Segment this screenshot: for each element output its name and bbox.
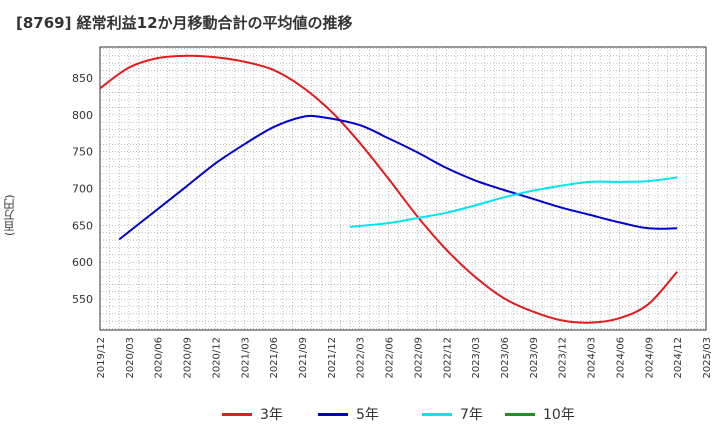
y-tick-label: 750	[72, 146, 93, 159]
y-tick-label: 600	[72, 256, 93, 269]
legend-swatch	[318, 412, 348, 416]
x-tick-label: 2023/06	[500, 337, 511, 379]
legend-label: 10年	[543, 407, 575, 423]
x-tick-label: 2024/12	[673, 337, 684, 379]
x-tick-label: 2023/12	[558, 337, 569, 379]
y-tick-label: 550	[72, 293, 93, 306]
legend-label: 7年	[460, 407, 483, 423]
legend-swatch	[422, 412, 452, 416]
x-tick-label: 2020/06	[154, 337, 165, 379]
y-tick-label: 800	[72, 109, 93, 122]
x-tick-label: 2024/06	[615, 337, 626, 379]
legend-item: 5年	[318, 402, 379, 426]
legend-label: 3年	[260, 407, 283, 423]
x-tick-label: 2021/09	[298, 337, 309, 379]
x-tick-label: 2023/09	[529, 337, 540, 379]
legend-swatch	[222, 412, 252, 416]
x-tick-label: 2024/09	[644, 337, 655, 379]
x-tick-label: 2025/03	[702, 337, 713, 379]
x-tick-label: 2021/12	[327, 337, 338, 379]
legend-item: 7年	[422, 402, 483, 426]
x-tick-label: 2024/03	[587, 337, 598, 379]
x-tick-label: 2022/06	[385, 337, 396, 379]
series-lines	[99, 54, 678, 324]
x-tick-label: 2022/03	[356, 337, 367, 379]
x-tick-label: 2021/06	[269, 337, 280, 379]
legend-item: 10年	[505, 402, 575, 426]
x-tick-label: 2019/12	[96, 337, 107, 379]
plot-frame	[99, 46, 707, 331]
legend-label: 5年	[356, 407, 379, 423]
chart-title: [8769] 経常利益12か月移動合計の平均値の推移	[16, 14, 353, 32]
x-axis: 2019/12 2020/03 2020/06 2020/09 2020/12 2021/…	[96, 337, 713, 379]
legend-swatch	[505, 412, 535, 416]
grid-lines	[100, 47, 706, 330]
legend: 3年 5年 7年 10年	[0, 402, 720, 426]
y-tick-label: 850	[72, 72, 93, 85]
x-tick-label: 2020/03	[125, 337, 136, 379]
x-tick-label: 2023/03	[471, 337, 482, 379]
y-tick-label: 650	[72, 219, 93, 232]
y-tick-label: 700	[72, 183, 93, 196]
y-axis: 550 600 650 700 750 800 850	[72, 72, 93, 306]
x-tick-label: 2022/09	[413, 337, 424, 379]
x-tick-label: 2020/12	[211, 337, 222, 379]
legend-item: 3年	[222, 402, 283, 426]
x-tick-label: 2021/03	[240, 337, 251, 379]
series-line-5年	[118, 114, 678, 241]
x-tick-label: 2022/12	[442, 337, 453, 379]
series-line-3年	[99, 54, 678, 324]
series-line-7年	[350, 176, 678, 228]
x-tick-label: 2020/09	[183, 337, 194, 379]
